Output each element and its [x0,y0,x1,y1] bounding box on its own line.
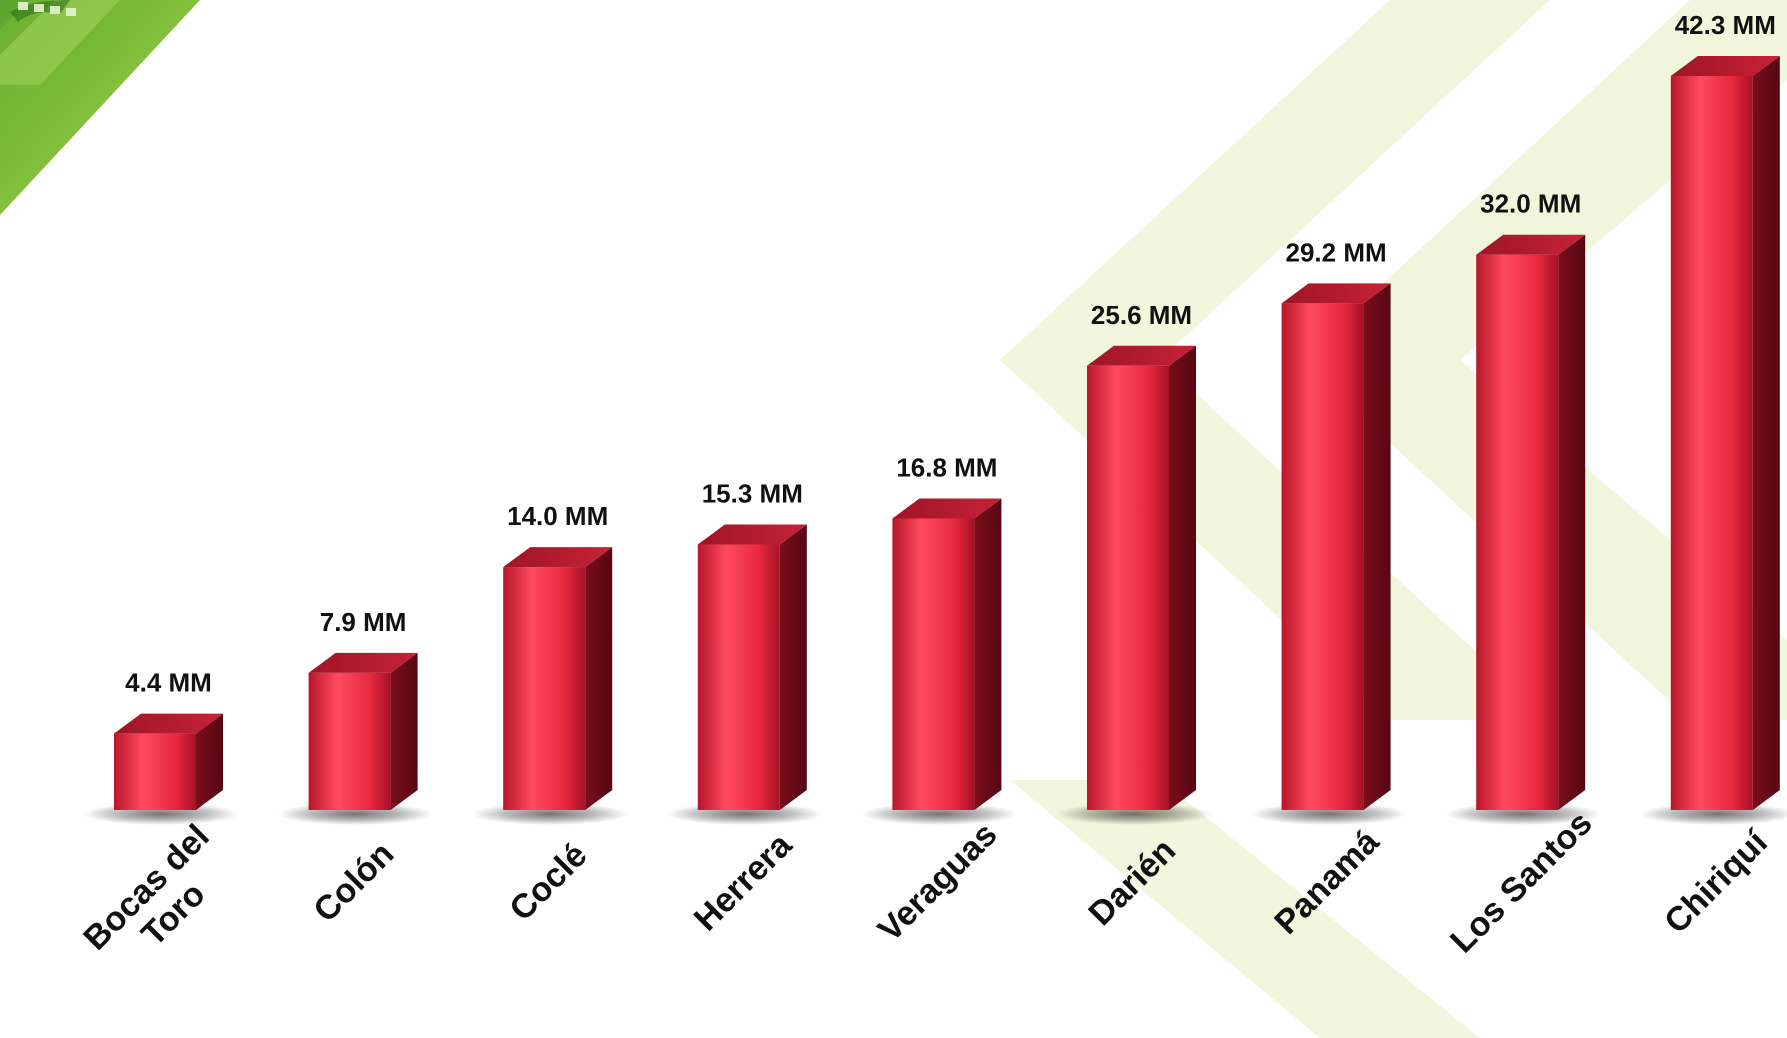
category-label-line: Darién [1081,831,1183,933]
bar-2 [308,652,418,810]
bar-front [1281,303,1364,810]
bar-front [892,518,975,810]
bar-top [1281,283,1391,304]
bar-side [974,498,1002,810]
bar-side [1752,56,1780,810]
category-label-5: Veraguas [871,815,1005,949]
bar-side [196,713,223,810]
bar-7 [1281,283,1391,810]
bar-front [114,733,196,810]
category-label-2: Colón [306,835,401,930]
bar-front [503,567,586,810]
bar-side [585,547,613,810]
data-label-9: 42.3 MM [1675,10,1776,40]
data-label-8: 32.0 MM [1480,189,1581,219]
category-label-7: Panamá [1267,823,1386,942]
bar-1 [114,713,223,810]
category-label-line: Herrera [687,825,800,938]
bar-side [1363,283,1391,810]
bar-top [1670,56,1780,76]
category-label-line: Los Santos [1443,804,1599,960]
bar-top [114,713,223,734]
category-label-9: Chiriquí [1657,822,1776,941]
bar-side [779,524,807,810]
category-label-line: Colón [306,835,401,930]
bar-4 [697,524,807,810]
bar-top [892,498,1002,519]
bar-top [503,547,613,568]
category-label-1: Bocas delToro [76,817,243,984]
bar-6 [1087,345,1196,810]
corner-logo-decor [0,0,200,215]
bar-front [1476,254,1559,810]
bar-side [1558,234,1586,810]
data-label-5: 16.8 MM [896,452,997,482]
data-label-7: 29.2 MM [1286,237,1387,267]
data-label-6: 25.6 MM [1091,300,1192,330]
bar-top [308,652,418,673]
category-label-line: Chiriquí [1657,822,1776,941]
bar-front [1670,76,1753,810]
data-label-2: 7.9 MM [320,607,407,637]
category-label-3: Coclé [502,836,594,928]
data-labels: 4.4 MM 7.9 MM 14.0 MM 15.3 MM 16.8 MM 25.6 MM… [125,10,1776,698]
bar-top [697,524,807,545]
bar-front [697,544,780,810]
category-label-6: Darién [1081,831,1183,933]
bar-top [1087,345,1196,366]
category-label-line: Veraguas [871,815,1005,949]
bar-top [1476,234,1586,255]
data-label-3: 14.0 MM [507,501,608,531]
data-label-4: 15.3 MM [702,479,803,509]
category-label-4: Herrera [687,825,800,938]
bar-5 [892,498,1002,810]
category-label-line: Panamá [1267,823,1386,942]
bar-side [1169,345,1196,810]
bar-3 [503,547,613,810]
bar-front [1087,365,1169,810]
bar-side [390,652,418,810]
data-label-1: 4.4 MM [125,668,212,698]
category-label-8: Los Santos [1443,804,1599,960]
bar-front [308,672,391,810]
category-label-line: Coclé [502,836,594,928]
bar-8 [1476,234,1586,810]
category-labels: Bocas delToro Colón Coclé Herrera Veraguas Da… [76,804,1776,984]
bar-9 [1670,56,1780,810]
bar-series [114,56,1780,810]
